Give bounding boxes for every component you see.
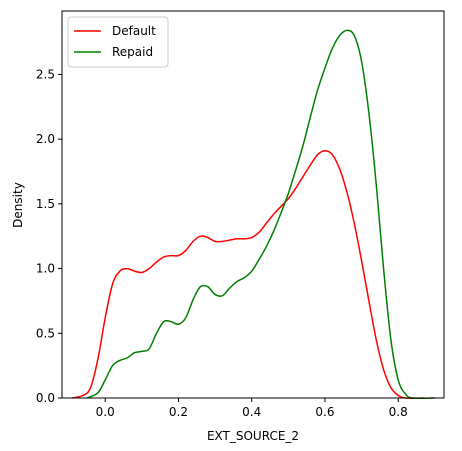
legend-box xyxy=(67,16,169,68)
y-tick-label: 0.0 xyxy=(36,391,55,405)
y-tick-label: 1.0 xyxy=(36,262,55,276)
series-line-default xyxy=(72,150,424,399)
plot-area-background xyxy=(62,11,444,398)
legend-label-default: Default xyxy=(112,24,156,38)
series-line-repaid xyxy=(86,29,435,400)
legend: Default Repaid xyxy=(67,16,169,68)
y-axis-ticks: 0.0 0.5 1.0 1.5 2.0 2.5 xyxy=(36,67,62,405)
y-tick-label: 0.5 xyxy=(36,326,55,340)
y-tick-label: 1.5 xyxy=(36,197,55,211)
legend-label-repaid: Repaid xyxy=(112,45,153,59)
x-tick-label: 0.4 xyxy=(242,405,261,419)
y-axis-label: Density xyxy=(11,182,25,228)
series-curves xyxy=(72,29,435,400)
plot-frame xyxy=(61,10,445,399)
x-tick-label: 0.2 xyxy=(169,405,188,419)
y-tick-label: 2.5 xyxy=(36,67,55,81)
x-tick-label: 0.6 xyxy=(315,405,334,419)
x-tick-label: 0.8 xyxy=(389,405,408,419)
x-axis-ticks: 0.0 0.2 0.4 0.6 0.8 xyxy=(96,398,408,419)
y-tick-label: 2.0 xyxy=(36,132,55,146)
x-tick-label: 0.0 xyxy=(96,405,115,419)
x-axis-label: EXT_SOURCE_2 xyxy=(207,429,299,443)
